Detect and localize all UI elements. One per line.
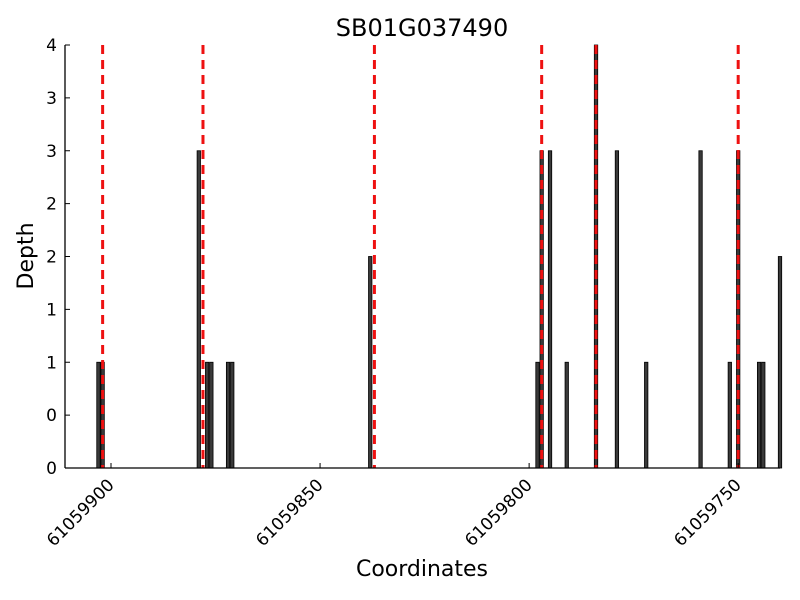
bar-16 xyxy=(727,361,732,469)
x-tick-label-1: 61059850 xyxy=(252,475,327,550)
y-axis-label: Depth xyxy=(14,222,39,289)
bar-3 xyxy=(205,361,210,469)
bar-7 xyxy=(368,256,373,469)
chart-title: SB01G037490 xyxy=(336,14,508,42)
bars-layer xyxy=(96,44,783,469)
bar-6 xyxy=(230,361,235,469)
ticks-layer: 0 0 1 1 2 2 3 3 4 61059900 61059850 61059800 6105975… xyxy=(43,36,746,551)
y-tick-label-5: 2 xyxy=(46,195,57,215)
x-axis-label: Coordinates xyxy=(356,557,488,582)
bar-20 xyxy=(777,256,783,469)
y-tick-label-8: 4 xyxy=(46,36,57,56)
x-tick-label-0: 61059900 xyxy=(43,475,118,550)
bar-11 xyxy=(564,361,569,469)
bar-18 xyxy=(756,361,762,469)
y-tick-label-4: 2 xyxy=(46,248,57,268)
bar-4 xyxy=(209,361,214,469)
bar-2 xyxy=(196,150,201,469)
bar-5 xyxy=(225,361,231,469)
x-tick-label-2: 61059800 xyxy=(461,475,536,550)
bar-14 xyxy=(644,361,649,469)
x-tick-label-3: 61059750 xyxy=(670,475,745,550)
axes-layer xyxy=(64,45,780,469)
y-tick-label-6: 3 xyxy=(46,142,57,162)
markers-layer xyxy=(101,45,740,468)
bar-19 xyxy=(761,361,766,469)
bar-15 xyxy=(698,150,703,469)
bar-0 xyxy=(96,361,101,469)
y-tick-label-0: 0 xyxy=(46,459,57,479)
y-tick-label-3: 1 xyxy=(46,300,57,320)
y-tick-label-2: 1 xyxy=(46,353,57,373)
y-tick-label-1: 0 xyxy=(46,406,57,426)
bar-10 xyxy=(547,150,553,469)
y-tick-label-7: 3 xyxy=(46,89,57,109)
bar-13 xyxy=(614,150,620,469)
bar-8 xyxy=(535,361,540,469)
